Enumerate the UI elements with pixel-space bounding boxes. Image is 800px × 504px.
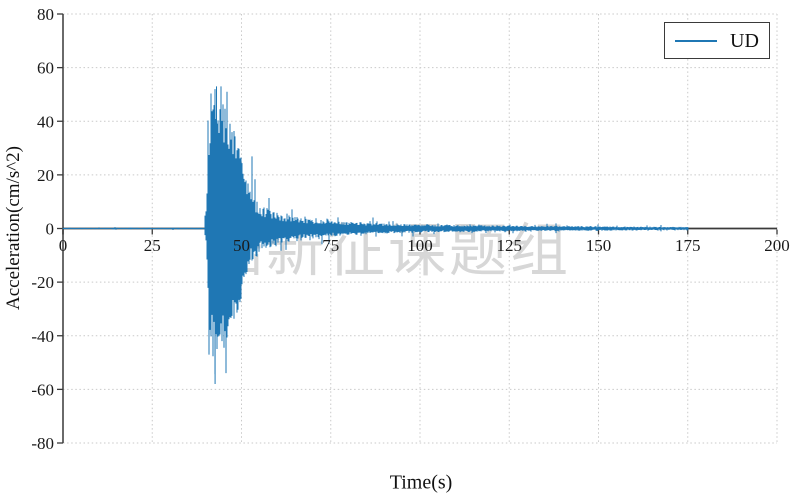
x-axis-title: Time(s) xyxy=(389,471,453,494)
y-tick-label: 20 xyxy=(37,166,54,185)
y-axis-title: Acceleration(cm/s^2) xyxy=(3,145,24,311)
y-tick-label: -20 xyxy=(31,273,54,292)
y-tick-label: -80 xyxy=(31,434,54,453)
y-tick-label: 0 xyxy=(46,220,55,239)
acceleration-trace xyxy=(62,86,689,385)
x-tick-label: 25 xyxy=(144,236,161,255)
x-tick-label: 125 xyxy=(497,236,523,255)
x-tick-label: 50 xyxy=(233,236,250,255)
legend: UD xyxy=(664,22,770,59)
y-tick-label: -40 xyxy=(31,327,54,346)
legend-entry-label: UD xyxy=(730,29,759,52)
x-tick-label: 75 xyxy=(322,236,339,255)
y-tick-label: -60 xyxy=(31,380,54,399)
x-tick-label: 175 xyxy=(675,236,701,255)
y-tick-label: 60 xyxy=(37,59,54,78)
y-tick-label: 80 xyxy=(37,5,54,24)
legend-line-swatch xyxy=(675,39,717,42)
x-tick-label: 200 xyxy=(764,236,790,255)
x-tick-label: 150 xyxy=(586,236,612,255)
x-tick-label: 100 xyxy=(407,236,433,255)
x-tick-label: 0 xyxy=(59,236,68,255)
y-tick-label: 40 xyxy=(37,112,54,131)
